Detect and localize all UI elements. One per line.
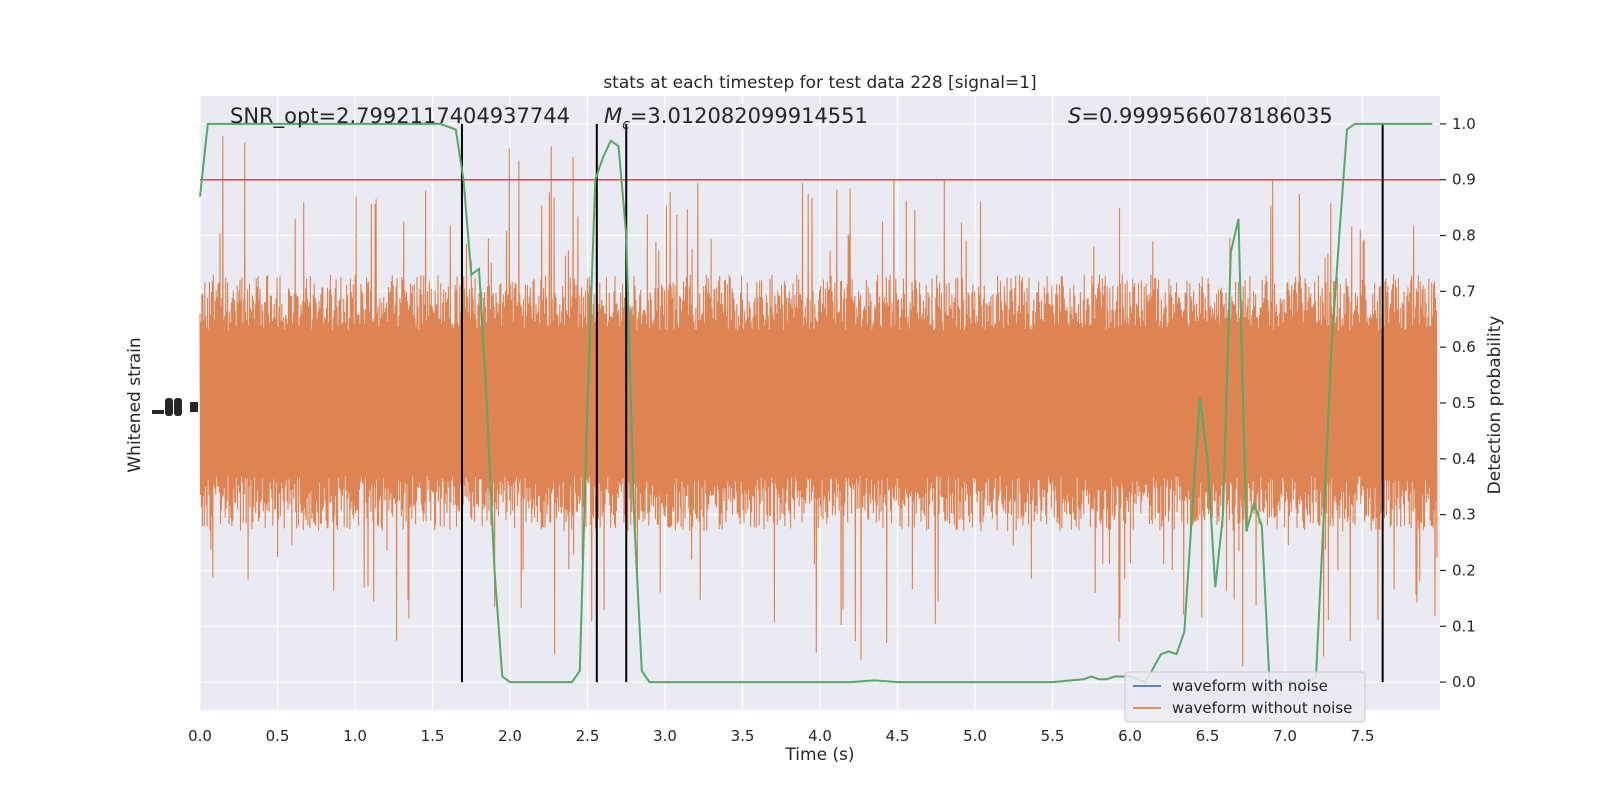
x-tick-label-2: 1.0 <box>343 727 367 745</box>
x-tick-label-3: 1.5 <box>421 727 445 745</box>
chirp-mass-symbol: M <box>604 104 622 128</box>
chart-title: stats at each timestep for test data 228… <box>603 73 1036 93</box>
right-tick-label-8: 0.8 <box>1452 227 1476 245</box>
x-tick-label-4: 2.0 <box>498 727 522 745</box>
chirp-mass-subscript: c <box>622 117 630 133</box>
x-tick-label-12: 6.0 <box>1118 727 1142 745</box>
right-tick-label-2: 0.2 <box>1452 561 1476 579</box>
x-axis-ticks: 0.0 0.5 1.0 1.5 2.0 2.5 3.0 3.5 4.0 4.5 5.0 5.5 6.0 6… <box>188 727 1374 745</box>
x-tick-label-5: 2.5 <box>576 727 600 745</box>
x-tick-label-7: 3.5 <box>731 727 755 745</box>
right-tick-label-1: 0.1 <box>1452 617 1476 635</box>
x-tick-label-15: 7.5 <box>1351 727 1375 745</box>
right-tick-label-3: 0.3 <box>1452 506 1476 524</box>
x-tick-label-8: 4.0 <box>808 727 832 745</box>
x-tick-label-14: 7.0 <box>1273 727 1297 745</box>
legend-label-noise: waveform with noise <box>1172 677 1328 695</box>
legend-box <box>1124 671 1366 723</box>
snr-annotation: SNR_opt=2.7992117404937744 <box>230 104 570 129</box>
right-axis-label: Detection probability <box>1485 316 1505 495</box>
right-axis-ticks: 0.0 0.1 0.2 0.3 0.4 0.5 0.6 0.7 0.8 0.9 1.0 <box>1440 115 1476 691</box>
right-tick-label-6: 0.6 <box>1452 338 1476 356</box>
right-tick-label-7: 0.7 <box>1452 282 1476 300</box>
right-tick-label-10: 1.0 <box>1452 115 1476 133</box>
legend-label-clean: waveform without noise <box>1172 699 1352 717</box>
left-axis-label: Whitened strain <box>125 337 145 472</box>
right-tick-label-9: 0.9 <box>1452 171 1476 189</box>
x-tick-label-6: 3.0 <box>653 727 677 745</box>
strain-path <box>199 136 1438 667</box>
event-markers <box>460 123 1384 683</box>
x-tick-label-10: 5.0 <box>963 727 987 745</box>
chirp-mass-annotation: Mc=3.012082099914551 <box>604 104 868 133</box>
legend: waveform with noise waveform without noi… <box>1124 671 1366 723</box>
x-tick-label-9: 4.5 <box>886 727 910 745</box>
score-value: =0.9999566078186035 <box>1081 104 1332 128</box>
score-symbol: S <box>1068 104 1081 128</box>
x-tick-label-11: 5.5 <box>1041 727 1065 745</box>
x-tick-label-1: 0.5 <box>266 727 290 745</box>
score-annotation: S=0.9999566078186035 <box>1068 104 1333 128</box>
right-tick-label-4: 0.4 <box>1452 450 1476 468</box>
x-axis-label: Time (s) <box>784 745 854 765</box>
x-tick-label-0: 0.0 <box>188 727 212 745</box>
chirp-mass-value: =3.012082099914551 <box>630 104 868 128</box>
x-tick-label-13: 6.5 <box>1196 727 1220 745</box>
right-tick-label-5: 0.5 <box>1452 394 1476 412</box>
strain-trace <box>199 136 1438 667</box>
right-tick-label-0: 0.0 <box>1452 673 1476 691</box>
left-axis-tick-marks <box>152 398 198 416</box>
